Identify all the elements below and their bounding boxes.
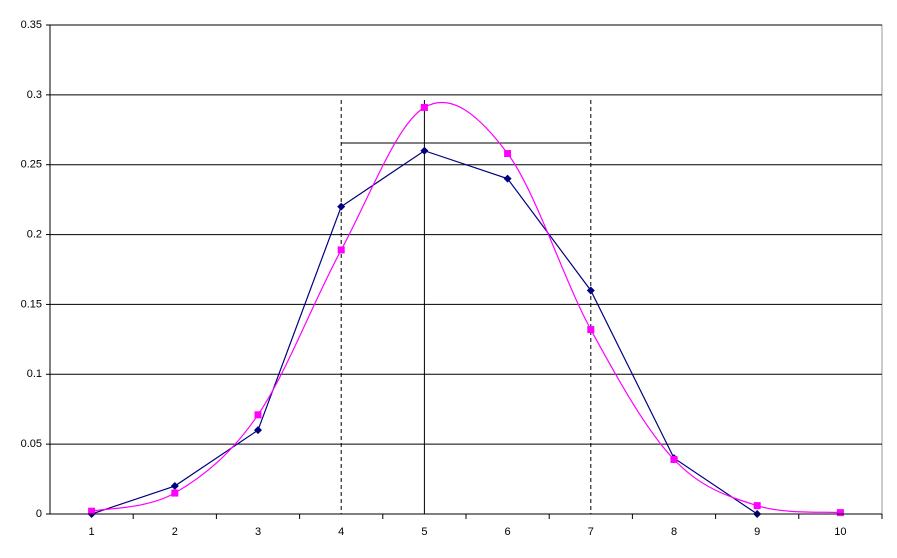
point-marker [670, 456, 678, 464]
x-tick-label: 5 [421, 526, 427, 538]
y-tick-label: 0.3 [27, 89, 42, 101]
x-tick-label: 4 [338, 526, 344, 538]
x-tick-label: 9 [754, 526, 760, 538]
point-marker [171, 489, 179, 497]
x-tick-label: 7 [588, 526, 594, 538]
point-marker [420, 103, 428, 111]
point-marker [587, 326, 595, 334]
point-marker [586, 286, 595, 295]
y-tick-label: 0.2 [27, 228, 42, 240]
x-tick-label: 1 [89, 526, 95, 538]
reference-lines [340, 100, 592, 514]
y-tick-label: 0 [36, 508, 42, 520]
y-tick-label: 0.25 [21, 159, 42, 171]
point-marker [503, 174, 512, 183]
point-marker [88, 507, 96, 515]
point-marker [170, 482, 179, 491]
point-marker [254, 411, 262, 419]
point-marker [254, 426, 262, 435]
x-tick-label: 3 [255, 526, 261, 538]
y-tick-label: 0.1 [27, 368, 42, 380]
point-marker [337, 246, 345, 254]
point-marker [337, 202, 346, 211]
x-tick-label: 2 [172, 526, 178, 538]
y-tick-label: 0.05 [21, 438, 42, 450]
series-line [91, 101, 841, 514]
x-tick-label: 10 [834, 526, 846, 538]
point-marker [753, 502, 761, 510]
point-marker [504, 150, 512, 158]
point-marker [420, 146, 429, 155]
x-tick-label: 6 [505, 526, 511, 538]
x-tick-label: 8 [671, 526, 677, 538]
y-tick-label: 0.15 [21, 298, 42, 310]
point-marker [836, 509, 844, 517]
plot-area [49, 24, 883, 515]
y-tick-label: 0.35 [21, 19, 42, 31]
